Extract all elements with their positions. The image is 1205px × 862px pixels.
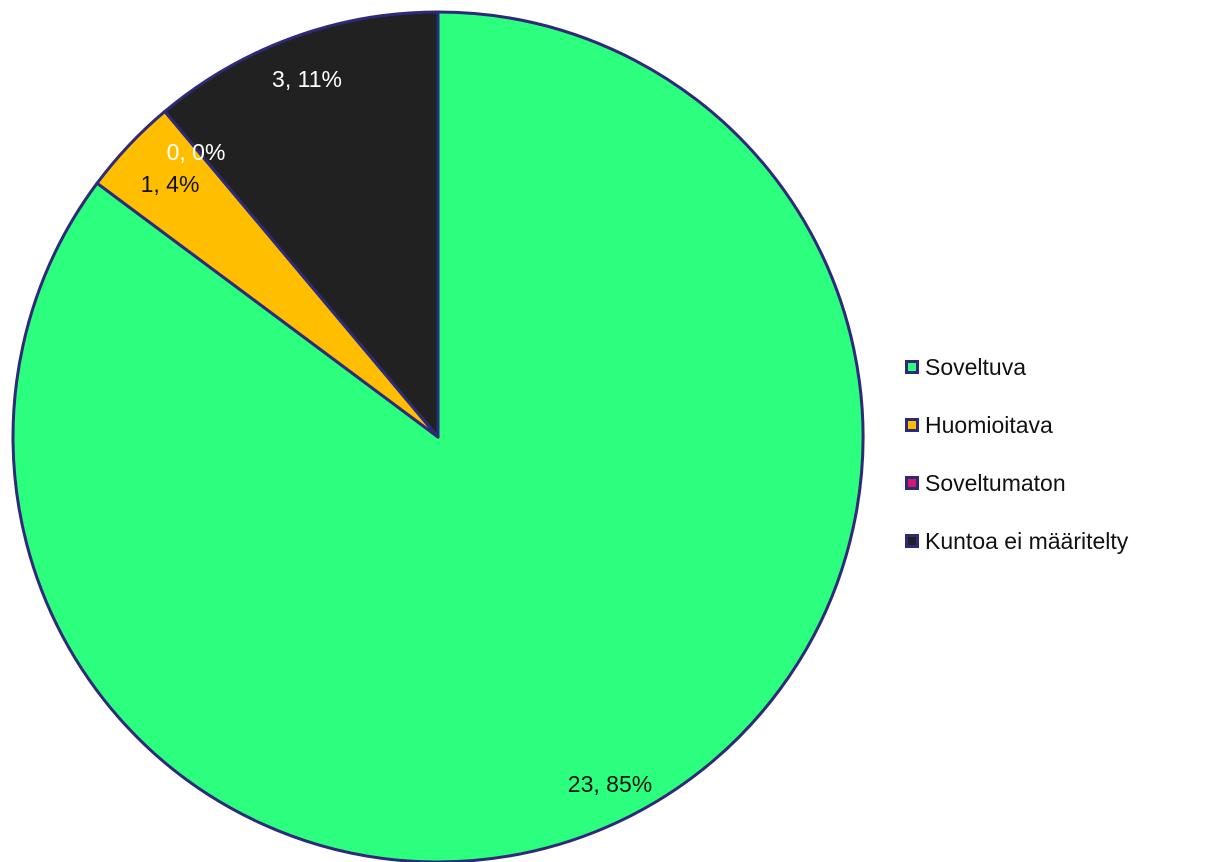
legend-swatch-kuntoa-ei-maaritelty bbox=[905, 534, 919, 548]
legend-swatch-soveltuva bbox=[905, 360, 919, 374]
pie-chart: 23, 85% 1, 4% 0, 0% 3, 11% bbox=[11, 10, 865, 862]
legend-item-huomioitava: Huomioitava bbox=[905, 396, 1205, 454]
data-label-soveltumaton: 0, 0% bbox=[167, 139, 226, 165]
pie-slice-kuntoa-ei-maaritelty bbox=[163, 10, 440, 439]
legend-item-soveltuva: Soveltuva bbox=[905, 338, 1205, 396]
legend-swatch-soveltumaton bbox=[905, 476, 919, 490]
data-label-huomioitava: 1, 4% bbox=[141, 171, 200, 197]
legend-label-soveltuva: Soveltuva bbox=[925, 353, 1027, 380]
legend: Soveltuva Huomioitava Soveltumaton Kunto… bbox=[905, 338, 1205, 570]
legend-item-kuntoa-ei-maaritelty: Kuntoa ei määritelty bbox=[905, 512, 1205, 570]
legend-swatch-huomioitava bbox=[905, 418, 919, 432]
legend-label-huomioitava: Huomioitava bbox=[925, 411, 1053, 438]
legend-item-soveltumaton: Soveltumaton bbox=[905, 454, 1205, 512]
data-label-soveltuva: 23, 85% bbox=[568, 771, 652, 797]
legend-label-soveltumaton: Soveltumaton bbox=[925, 469, 1066, 496]
legend-label-kuntoa-ei-maaritelty: Kuntoa ei määritelty bbox=[925, 527, 1129, 554]
data-label-kuntoa-ei-maaritelty: 3, 11% bbox=[272, 66, 342, 92]
